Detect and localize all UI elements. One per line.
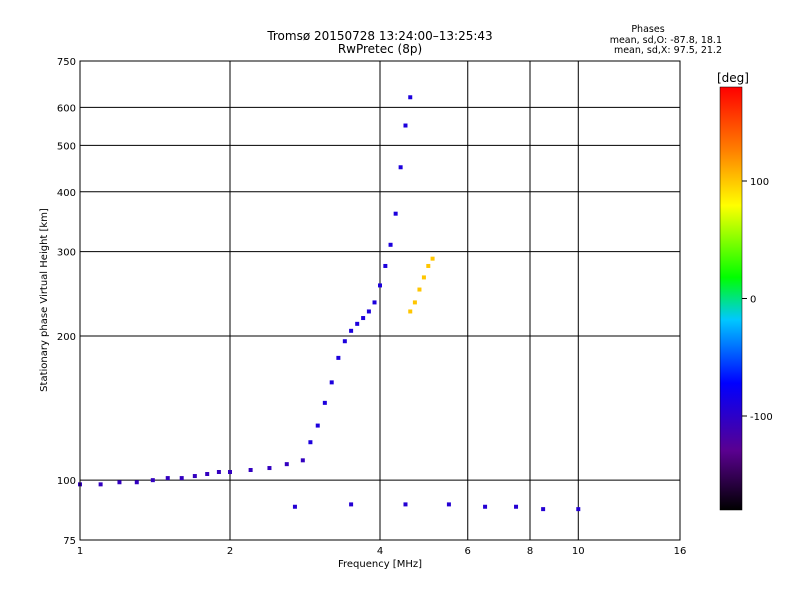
scatter-point — [426, 263, 431, 268]
scatter-point — [205, 472, 210, 477]
x-tick-label: 8 — [527, 546, 533, 557]
y-axis-label: Stationary phase Virtual Height [km] — [39, 208, 50, 392]
scatter-point — [417, 287, 422, 292]
scatter-point — [421, 275, 426, 280]
scatter-point — [342, 339, 347, 344]
scatter-point — [514, 504, 519, 509]
y-tick-label: 750 — [57, 57, 76, 68]
scatter-point — [308, 440, 313, 445]
y-tick-label: 200 — [57, 332, 76, 343]
scatter-point — [408, 95, 413, 100]
scatter-point — [98, 482, 103, 487]
scatter-point — [483, 504, 488, 509]
scatter-point — [372, 300, 377, 305]
colorbar-tick-label: -100 — [750, 412, 773, 423]
scatter-point — [430, 256, 435, 261]
colorbar-tick-label: 100 — [750, 177, 769, 188]
scatter-point — [336, 355, 341, 360]
colorbar-label: [deg] — [717, 71, 749, 85]
colorbar — [719, 86, 743, 511]
scatter-point — [248, 468, 253, 473]
colorbar-ticks: -100 0 100 — [742, 177, 773, 423]
scatter-point — [117, 480, 122, 485]
x-tick-label: 4 — [377, 546, 383, 557]
stats-title: Phases — [631, 24, 664, 35]
scatter-point — [228, 469, 232, 474]
scatter-point — [412, 300, 417, 305]
scatter-point — [267, 466, 272, 471]
scatter-point — [216, 469, 221, 474]
y-axis-ticks: 75 100 200 300 400 500 600 750 — [57, 57, 76, 547]
scatter-point — [349, 502, 354, 507]
x-tick-label: 2 — [227, 546, 233, 557]
scatter-point — [349, 328, 354, 333]
scatter-point — [192, 474, 197, 479]
x-tick-label: 10 — [572, 546, 585, 557]
scatter-point — [322, 400, 327, 405]
chart-subtitle: RwPretec (8p) — [338, 42, 422, 56]
scatter-point — [398, 165, 403, 170]
scatter-point — [150, 478, 155, 483]
x-axis-ticks: 1 2 4 6 8 10 16 — [77, 546, 687, 557]
scatter-point — [403, 502, 408, 507]
scatter-point — [378, 283, 382, 288]
y-tick-label: 600 — [57, 103, 76, 114]
scatter-point — [576, 507, 581, 512]
scatter-point — [329, 380, 334, 385]
scatter-point — [393, 211, 398, 216]
y-tick-label: 300 — [57, 248, 76, 259]
scatter-point — [292, 504, 297, 509]
scatter-point — [541, 507, 546, 512]
scatter-point — [383, 263, 388, 268]
grid-lines — [80, 61, 680, 540]
scatter-point — [134, 480, 139, 485]
scatter-point — [446, 502, 451, 507]
y-tick-label: 100 — [57, 476, 76, 487]
scatter-point — [355, 321, 360, 326]
scatter-point — [284, 462, 289, 467]
scatter-point — [403, 123, 408, 128]
stats-line-x: mean, sd,X: 97.5, 21.2 — [614, 45, 722, 56]
x-tick-label: 6 — [465, 546, 471, 557]
scatter-point — [366, 309, 371, 314]
x-axis-label: Frequency [MHz] — [338, 559, 422, 570]
scatter-point — [315, 423, 320, 428]
scatter-point — [388, 242, 393, 247]
colorbar-tick-label: 0 — [750, 295, 756, 306]
y-tick-label: 75 — [63, 536, 76, 547]
scatter-point — [179, 476, 184, 481]
scatter-point — [408, 309, 413, 314]
x-tick-label: 1 — [77, 546, 83, 557]
scatter-point — [300, 458, 305, 463]
plot-frame — [79, 60, 681, 541]
y-tick-label: 500 — [57, 141, 76, 152]
y-tick-label: 400 — [57, 188, 76, 199]
x-tick-label: 16 — [674, 546, 687, 557]
data-points — [78, 95, 581, 512]
scatter-point — [361, 316, 366, 321]
chart-title: Tromsø 20150728 13:24:00–13:25:43 — [266, 29, 492, 43]
stats-line-o: mean, sd,O: -87.8, 18.1 — [610, 35, 722, 46]
scatter-point — [165, 476, 170, 481]
